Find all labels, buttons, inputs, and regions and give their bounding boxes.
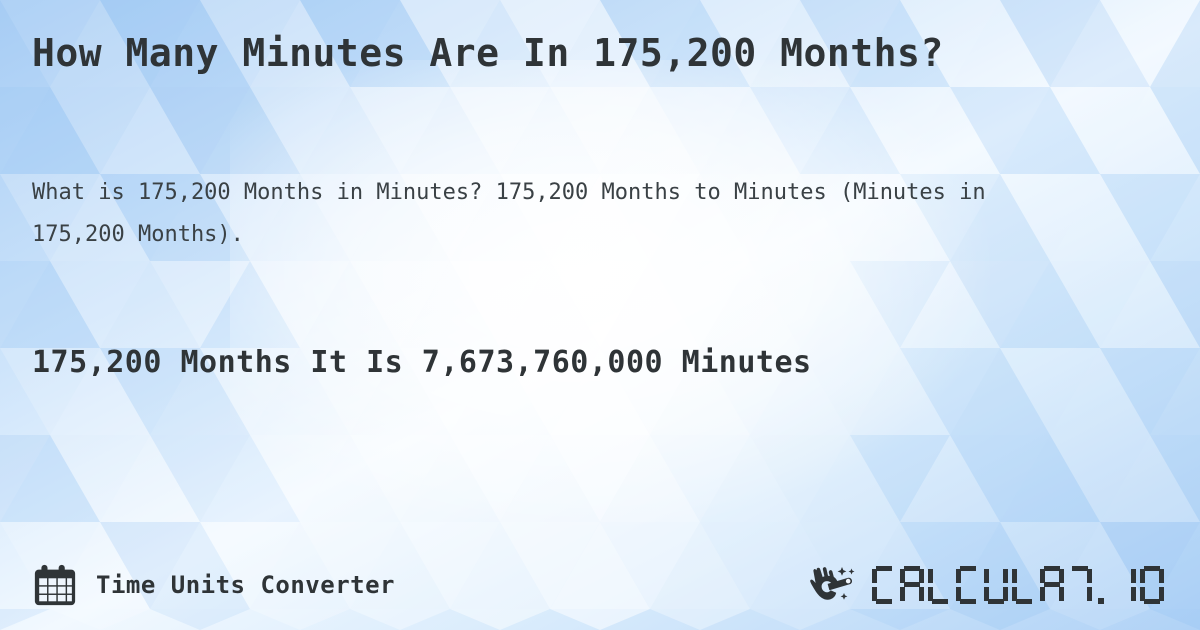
page-subtitle: What is 175,200 Months in Minutes? 175,2… [32,180,986,247]
brand-char-a [900,566,924,604]
brand-char-c2 [956,566,980,604]
brand-char-a2 [1040,566,1064,604]
brand-char-l2 [1012,566,1036,604]
brand-char-u [984,566,1008,604]
brand-wordmark[interactable] [872,563,1168,607]
brand-char-t [1068,566,1092,604]
footer: Time Units Converter [0,540,1200,630]
brand-char-o [1140,566,1164,604]
footer-brand-group: Time Units Converter [32,562,395,608]
footer-label: Time Units Converter [96,571,395,599]
page-title: How Many Minutes Are In 175,200 Months? [32,31,944,75]
brand-char-l [928,566,952,604]
site-logo[interactable] [808,563,1168,607]
conversion-result: 175,200 Months It Is 7,673,760,000 Minut… [32,345,812,380]
magic-wand-hand-icon [810,567,855,600]
calendar-icon [34,564,76,606]
brand-char-c [872,566,896,604]
brand-char-period [1096,566,1108,604]
brand-char-i [1112,566,1136,604]
